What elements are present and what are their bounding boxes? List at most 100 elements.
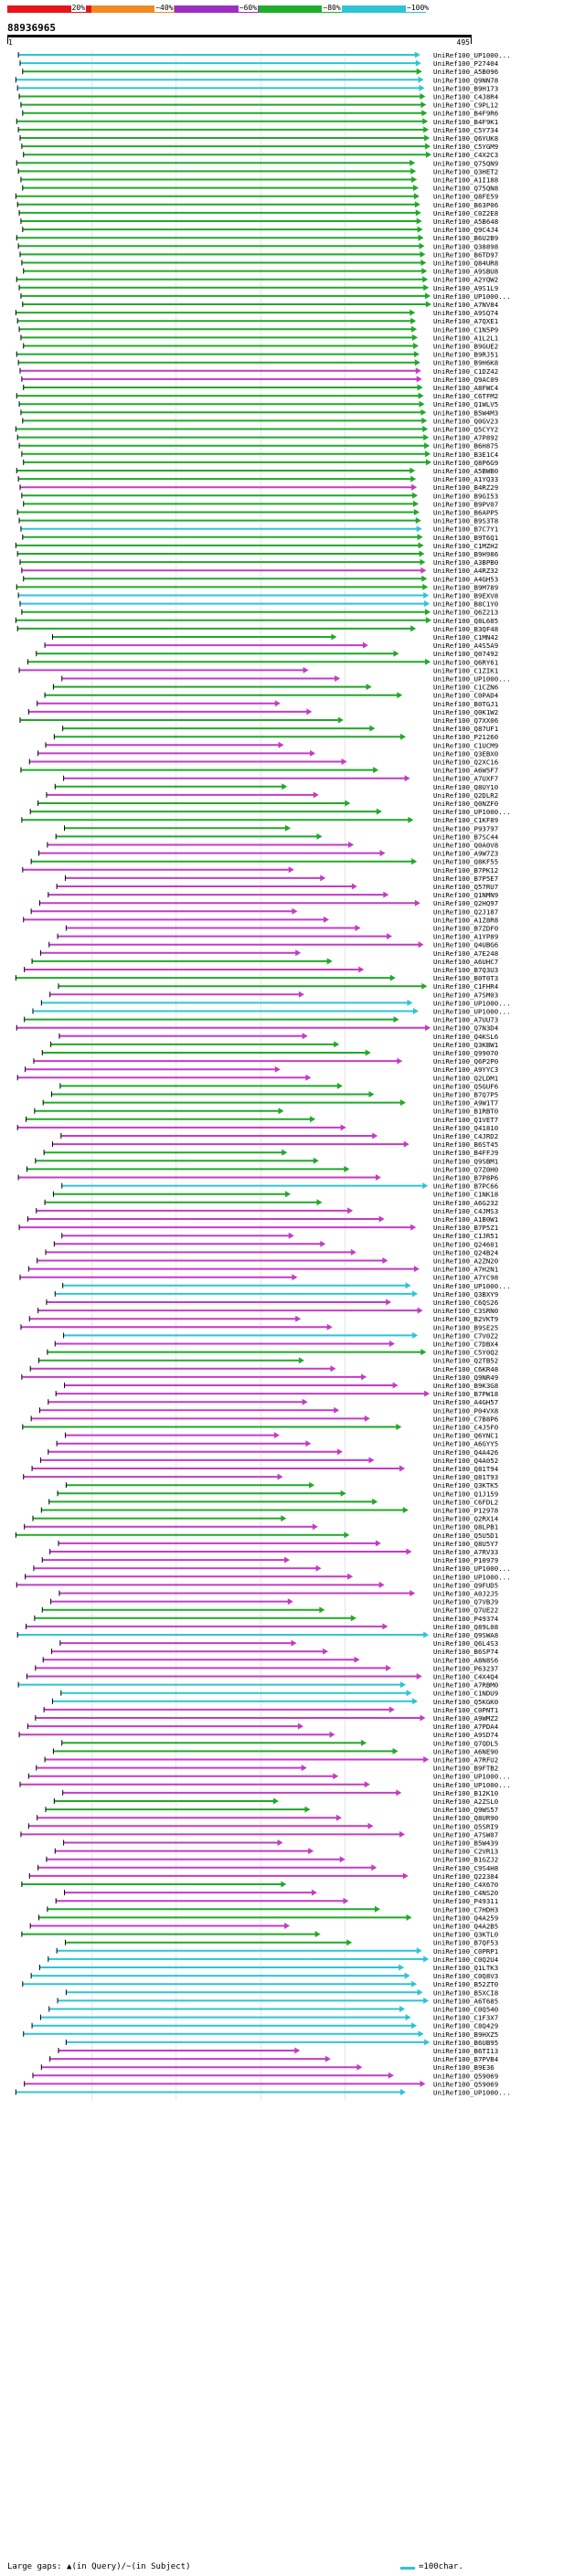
hit-row[interactable]: UniRef100_B6TD97 [19,250,498,259]
hit-row[interactable]: UniRef100_B5XCI8 [65,1988,498,1997]
hit-row[interactable]: UniRef100_A6G232 [44,1199,498,1207]
hit-row[interactable]: UniRef100_C1KF89 [21,816,498,824]
hit-row[interactable]: UniRef100_Q4KSL6 [58,1033,498,1041]
hit-row[interactable]: UniRef100_B4F9R6 [22,110,498,118]
hit-row[interactable]: UniRef100_A7E248 [39,949,498,958]
hit-row[interactable]: UniRef100_B1RBT0 [34,1108,498,1116]
hit-row[interactable]: UniRef100_Q2J187 [30,907,498,916]
hit-row[interactable]: UniRef100_B9K3G8 [64,1382,499,1390]
hit-row[interactable]: UniRef100_C6QS26 [46,1299,498,1307]
hit-row[interactable]: UniRef100_B1GZJ2 [46,1856,498,1864]
hit-row[interactable]: UniRef100_P49374 [34,1615,499,1623]
hit-row[interactable]: UniRef100_Q8FE59 [15,193,498,201]
hit-row[interactable]: UniRef100_A7SW07 [20,1830,498,1839]
hit-row[interactable]: UniRef100_B9PV07 [23,500,498,508]
hit-row[interactable]: UniRef100_UP1000... [19,1781,511,1789]
hit-row[interactable]: UniRef100_B4RZ29 [19,483,498,492]
hit-row[interactable]: UniRef100_B7Q3U3 [24,966,499,974]
hit-row[interactable]: UniRef100_C2VR13 [54,1848,498,1856]
hit-row[interactable]: UniRef100_B52ZT0 [22,1980,498,1988]
hit-row[interactable]: UniRef100_B6APP5 [16,509,498,517]
hit-row[interactable]: UniRef100_C8Q429 [31,2022,498,2030]
hit-row[interactable]: UniRef100_B7PC66 [61,1182,498,1191]
hit-row[interactable]: UniRef100_B7P5E7 [64,875,498,883]
hit-row[interactable]: UniRef100_C1FHR4 [58,982,499,991]
hit-row[interactable]: UniRef100_A7NV84 [22,301,499,309]
hit-row[interactable]: UniRef100_Q7XX06 [19,716,498,725]
hit-row[interactable]: UniRef100_C1NK18 [52,1191,498,1199]
hit-row[interactable]: UniRef100_B4F9K1 [16,118,498,126]
hit-row[interactable]: UniRef100_Q6RY61 [27,658,498,666]
hit-row[interactable]: UniRef100_P12978 [40,1507,498,1515]
hit-row[interactable]: UniRef100_A4S5A9 [44,641,498,650]
hit-row[interactable]: UniRef100_P63237 [35,1664,498,1672]
hit-row[interactable]: UniRef100_UP1000... [20,292,511,301]
hit-row[interactable]: UniRef100_Q1WLV5 [18,400,498,408]
hit-row[interactable]: UniRef100_Q5U5D1 [15,1532,498,1540]
hit-row[interactable]: UniRef100_Q1J159 [57,1489,498,1498]
hit-row[interactable]: UniRef100_C0PNT1 [43,1706,498,1714]
hit-row[interactable]: UniRef100_Q7UE22 [41,1606,498,1615]
hit-row[interactable]: UniRef100_Q84UR8 [21,260,498,268]
hit-row[interactable]: UniRef100_B9S3T8 [18,517,498,525]
hit-row[interactable]: UniRef100_Q1NMN9 [48,891,498,899]
hit-row[interactable]: UniRef100_C6KR48 [29,1365,498,1373]
hit-row[interactable]: UniRef100_B9M789 [16,583,498,591]
hit-row[interactable]: UniRef100_A1I188 [20,176,498,185]
hit-row[interactable]: UniRef100_A6T685 [57,1997,498,2005]
hit-row[interactable]: UniRef100_B7QF53 [64,1939,498,1947]
hit-row[interactable]: UniRef100_Q24601 [53,1240,498,1248]
hit-row[interactable]: UniRef100_B9E36 [40,2063,495,2072]
hit-row[interactable]: UniRef100_Q8P6G9 [23,459,498,467]
hit-row[interactable]: UniRef100_Q24B24 [45,1248,499,1256]
hit-row[interactable]: UniRef100_Q0A0V8 [47,842,498,850]
hit-row[interactable]: UniRef100_C4X670 [21,1881,498,1889]
hit-row[interactable]: UniRef100_UP1000... [33,1564,511,1573]
hit-row[interactable]: UniRef100_Q0NZF0 [37,800,499,808]
hit-row[interactable]: UniRef100_Q2XC16 [28,758,498,767]
hit-row[interactable]: UniRef100_Q07492 [36,650,498,658]
hit-row[interactable]: UniRef100_A7RFU2 [44,1756,498,1765]
hit-row[interactable]: UniRef100_A7YC98 [19,1274,498,1282]
hit-row[interactable]: UniRef100_A6UHC7 [31,958,498,966]
hit-row[interactable]: UniRef100_Q6YUK8 [19,134,498,143]
hit-row[interactable]: UniRef100_A4GH57 [48,1398,498,1406]
hit-row[interactable]: UniRef100_C1UCM9 [45,741,498,749]
hit-row[interactable]: UniRef100_A2ZSL0 [53,1797,498,1806]
hit-row[interactable]: UniRef100_A3BPB0 [19,558,498,567]
hit-row[interactable]: UniRef100_A6GYY5 [56,1440,498,1448]
hit-row[interactable]: UniRef100_C1CZN6 [52,684,498,692]
hit-row[interactable]: UniRef100_Q9FUD5 [16,1581,498,1589]
hit-row[interactable]: UniRef100_C0Q540 [48,2006,498,2014]
hit-row[interactable]: UniRef100_Q75QN9 [16,159,498,167]
hit-row[interactable]: UniRef100_A7SM03 [49,991,499,999]
hit-row[interactable]: UniRef100_C5Y0Q2 [47,1349,498,1357]
hit-row[interactable]: UniRef100_B9GUE2 [23,343,498,351]
hit-row[interactable]: UniRef100_C4JRD2 [60,1132,498,1140]
hit-row[interactable]: UniRef100_B6ST45 [51,1140,498,1149]
hit-row[interactable]: UniRef100_UP1000... [25,1573,511,1581]
hit-row[interactable]: UniRef100_C1N5P9 [18,325,498,334]
hit-row[interactable]: UniRef100_UP1000... [61,675,511,684]
hit-row[interactable]: UniRef100_Q5GUF6 [59,1082,498,1090]
hit-row[interactable]: UniRef100_B8C1Y0 [19,600,498,609]
hit-row[interactable]: UniRef100_A7RBM0 [17,1681,498,1690]
hit-row[interactable]: UniRef100_C4NS20 [64,1889,499,1897]
hit-row[interactable]: UniRef100_C9PL12 [20,101,498,110]
hit-row[interactable]: UniRef100_A7P892 [16,434,498,442]
hit-row[interactable]: UniRef100_Q38898 [17,242,498,250]
hit-row[interactable]: UniRef100_A8N8S6 [42,1656,498,1664]
hit-row[interactable]: UniRef100_C4JMS3 [36,1207,498,1215]
hit-row[interactable]: UniRef100_C5Y734 [17,126,499,134]
hit-row[interactable]: UniRef100_B6SP74 [51,1648,499,1656]
hit-row[interactable]: UniRef100_Q99070 [41,1049,498,1057]
hit-row[interactable]: UniRef100_Q89L08 [26,1623,499,1631]
hit-row[interactable]: UniRef100_B63P06 [16,201,498,209]
hit-row[interactable]: UniRef100_Q8UR90 [37,1814,499,1822]
hit-row[interactable]: UniRef100_C0Q8V3 [30,1972,498,1980]
hit-row[interactable]: UniRef100_C1DZ42 [19,367,498,376]
hit-row[interactable]: UniRef100_C4J8R4 [18,93,499,101]
hit-row[interactable]: UniRef100_A6W5F7 [20,767,498,775]
hit-row[interactable]: UniRef100_Q2LDM1 [16,1074,498,1082]
hit-row[interactable]: UniRef100_Q59069 [24,2080,499,2088]
